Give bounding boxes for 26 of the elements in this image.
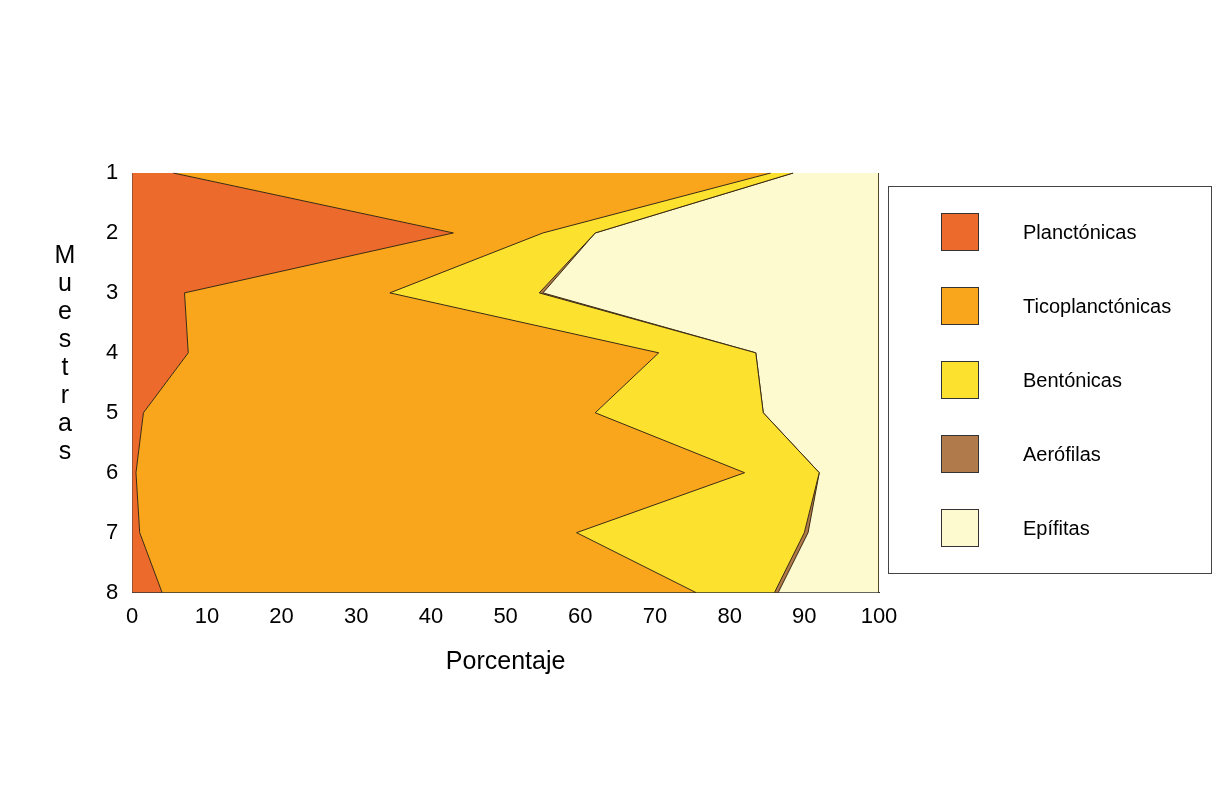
x-tick-label: 100 <box>860 602 898 628</box>
x-tick-label: 10 <box>194 602 220 628</box>
y-tick-label: 2 <box>105 219 119 245</box>
y-tick-label: 7 <box>105 518 119 544</box>
y-tick-label: 3 <box>105 278 119 304</box>
x-tick-label: 60 <box>568 602 593 628</box>
x-tick-label: 40 <box>418 602 444 628</box>
x-tick-label: 20 <box>269 602 294 628</box>
y-tick-label: 8 <box>105 578 119 604</box>
x-tick-label: 70 <box>642 602 668 628</box>
legend-label: Bentónicas <box>1023 368 1122 392</box>
legend-label: Aerófilas <box>1023 442 1101 466</box>
x-tick-label: 30 <box>344 602 369 628</box>
x-tick-label: 80 <box>717 602 742 628</box>
y-tick-label: 4 <box>105 338 119 364</box>
y-tick-label: 5 <box>105 398 119 424</box>
x-tick-label: 50 <box>493 602 518 628</box>
y-tick-label: 6 <box>105 458 119 484</box>
legend-label: Epífitas <box>1023 516 1090 540</box>
x-tick-label: 0 <box>126 602 139 628</box>
text: Ticoplanctónicas <box>1023 294 1172 318</box>
y-tick-label: 1 <box>105 159 119 185</box>
y-axis-title: Muestras <box>51 240 79 464</box>
legend-label: Planctónicas <box>1023 220 1137 244</box>
x-tick-label: 90 <box>792 602 817 628</box>
x-axis-title: Porcentaje <box>445 645 566 674</box>
